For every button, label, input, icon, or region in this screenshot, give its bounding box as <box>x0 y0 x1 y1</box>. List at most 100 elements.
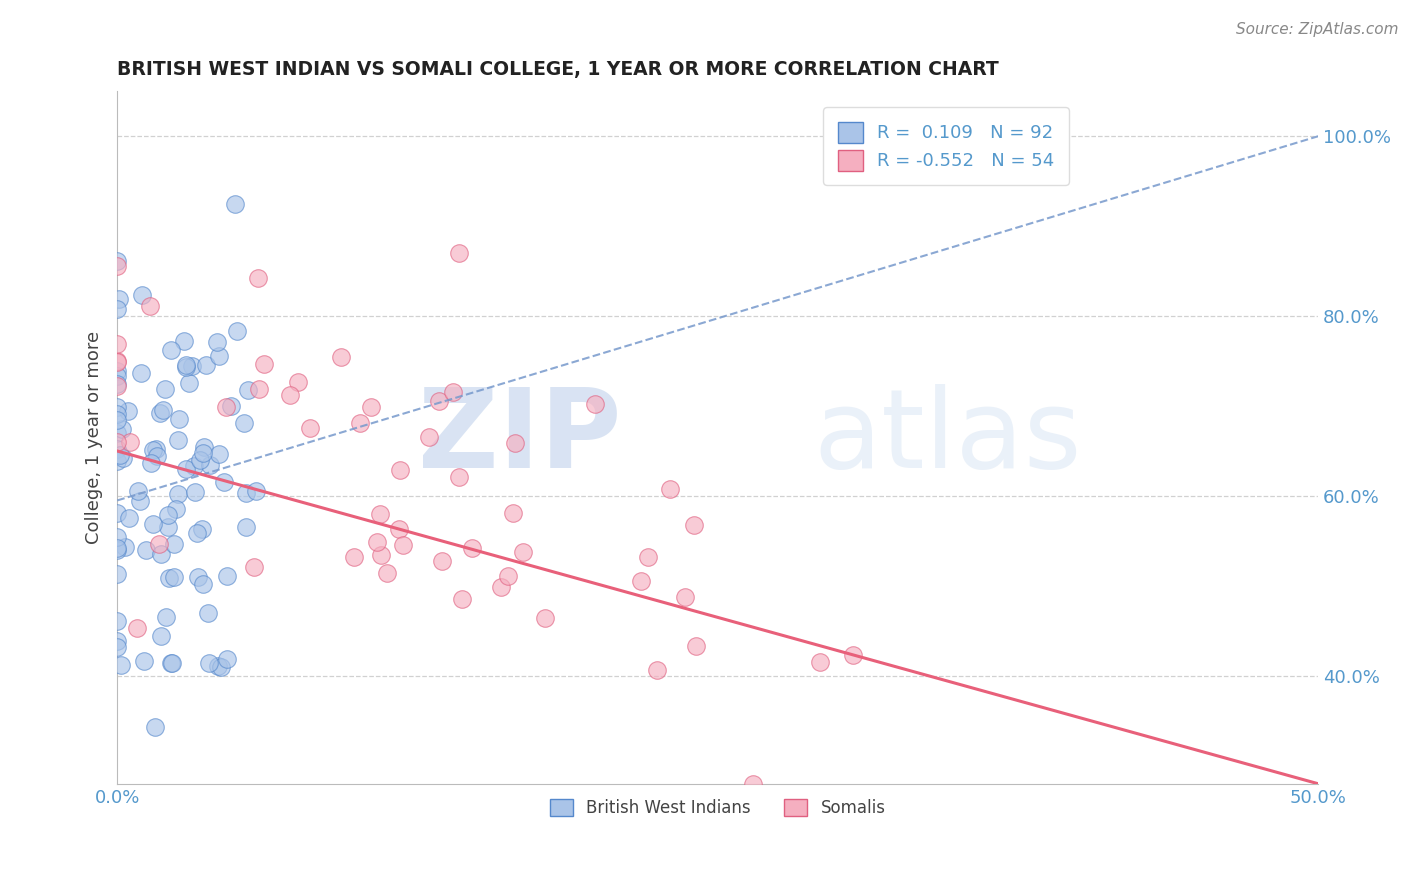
Point <box>135 543 157 558</box>
Point <box>451 591 474 606</box>
Point <box>150 547 173 561</box>
Point <box>298 421 321 435</box>
Point <box>160 656 183 670</box>
Text: BRITISH WEST INDIAN VS SOMALI COLLEGE, 1 YEAR OR MORE CORRELATION CHART: BRITISH WEST INDIAN VS SOMALI COLLEGE, 1… <box>117 60 998 78</box>
Point <box>132 654 155 668</box>
Point <box>165 502 187 516</box>
Point <box>174 358 197 372</box>
Point <box>105 506 128 520</box>
Point <box>105 364 128 378</box>
Point <box>105 541 128 555</box>
Point <box>186 526 208 541</box>
Point <box>235 486 257 500</box>
Point <box>205 334 228 349</box>
Point <box>150 629 173 643</box>
Point <box>370 548 392 562</box>
Point <box>128 494 150 508</box>
Point <box>461 541 484 555</box>
Point <box>193 440 215 454</box>
Point <box>246 271 269 285</box>
Point <box>139 300 162 314</box>
Point <box>449 246 471 260</box>
Point <box>141 443 163 458</box>
Point <box>191 446 214 460</box>
Point <box>215 400 238 414</box>
Point <box>142 517 165 532</box>
Point <box>111 422 134 436</box>
Point <box>741 777 763 791</box>
Point <box>208 447 231 461</box>
Point <box>160 343 183 357</box>
Point <box>233 417 256 431</box>
Point <box>489 580 512 594</box>
Point <box>105 376 128 391</box>
Point <box>105 259 128 273</box>
Point <box>187 570 209 584</box>
Point <box>105 354 128 368</box>
Point <box>174 359 197 374</box>
Point <box>245 484 267 499</box>
Point <box>215 652 238 666</box>
Point <box>533 611 555 625</box>
Point <box>105 435 128 450</box>
Point <box>105 407 128 421</box>
Point <box>157 571 180 585</box>
Point <box>208 349 231 363</box>
Point <box>152 402 174 417</box>
Point <box>432 554 454 568</box>
Text: ZIP: ZIP <box>418 384 621 491</box>
Point <box>429 394 451 409</box>
Point <box>224 196 246 211</box>
Point <box>110 449 132 463</box>
Point <box>107 292 129 306</box>
Point <box>105 301 128 316</box>
Point <box>191 522 214 536</box>
Y-axis label: College, 1 year or more: College, 1 year or more <box>86 331 103 544</box>
Point <box>243 560 266 574</box>
Point <box>217 569 239 583</box>
Point <box>167 487 190 501</box>
Point <box>673 590 696 604</box>
Point <box>392 537 415 551</box>
Point <box>188 453 211 467</box>
Point <box>174 461 197 475</box>
Point <box>105 615 128 629</box>
Point <box>117 404 139 418</box>
Point <box>637 550 659 565</box>
Point <box>184 485 207 500</box>
Point <box>212 475 235 490</box>
Point <box>155 610 177 624</box>
Point <box>145 442 167 456</box>
Point <box>219 399 242 413</box>
Point <box>105 442 128 456</box>
Point <box>198 458 221 472</box>
Point <box>253 357 276 371</box>
Point <box>368 507 391 521</box>
Point <box>167 433 190 447</box>
Point <box>163 537 186 551</box>
Legend: British West Indians, Somalis: British West Indians, Somalis <box>543 792 893 824</box>
Text: atlas: atlas <box>814 384 1083 491</box>
Point <box>388 463 411 477</box>
Point <box>141 456 163 470</box>
Point <box>512 545 534 559</box>
Point <box>349 416 371 430</box>
Point <box>225 324 247 338</box>
Point <box>143 721 166 735</box>
Point <box>366 535 388 549</box>
Point <box>157 508 180 522</box>
Point <box>131 288 153 302</box>
Point <box>105 426 128 441</box>
Point <box>287 375 309 389</box>
Point <box>810 655 832 669</box>
Point <box>149 406 172 420</box>
Point <box>125 621 148 635</box>
Point <box>278 388 301 402</box>
Point <box>183 459 205 474</box>
Point <box>502 507 524 521</box>
Point <box>118 434 141 449</box>
Point <box>360 400 382 414</box>
Point <box>167 411 190 425</box>
Point <box>583 397 606 411</box>
Point <box>441 385 464 400</box>
